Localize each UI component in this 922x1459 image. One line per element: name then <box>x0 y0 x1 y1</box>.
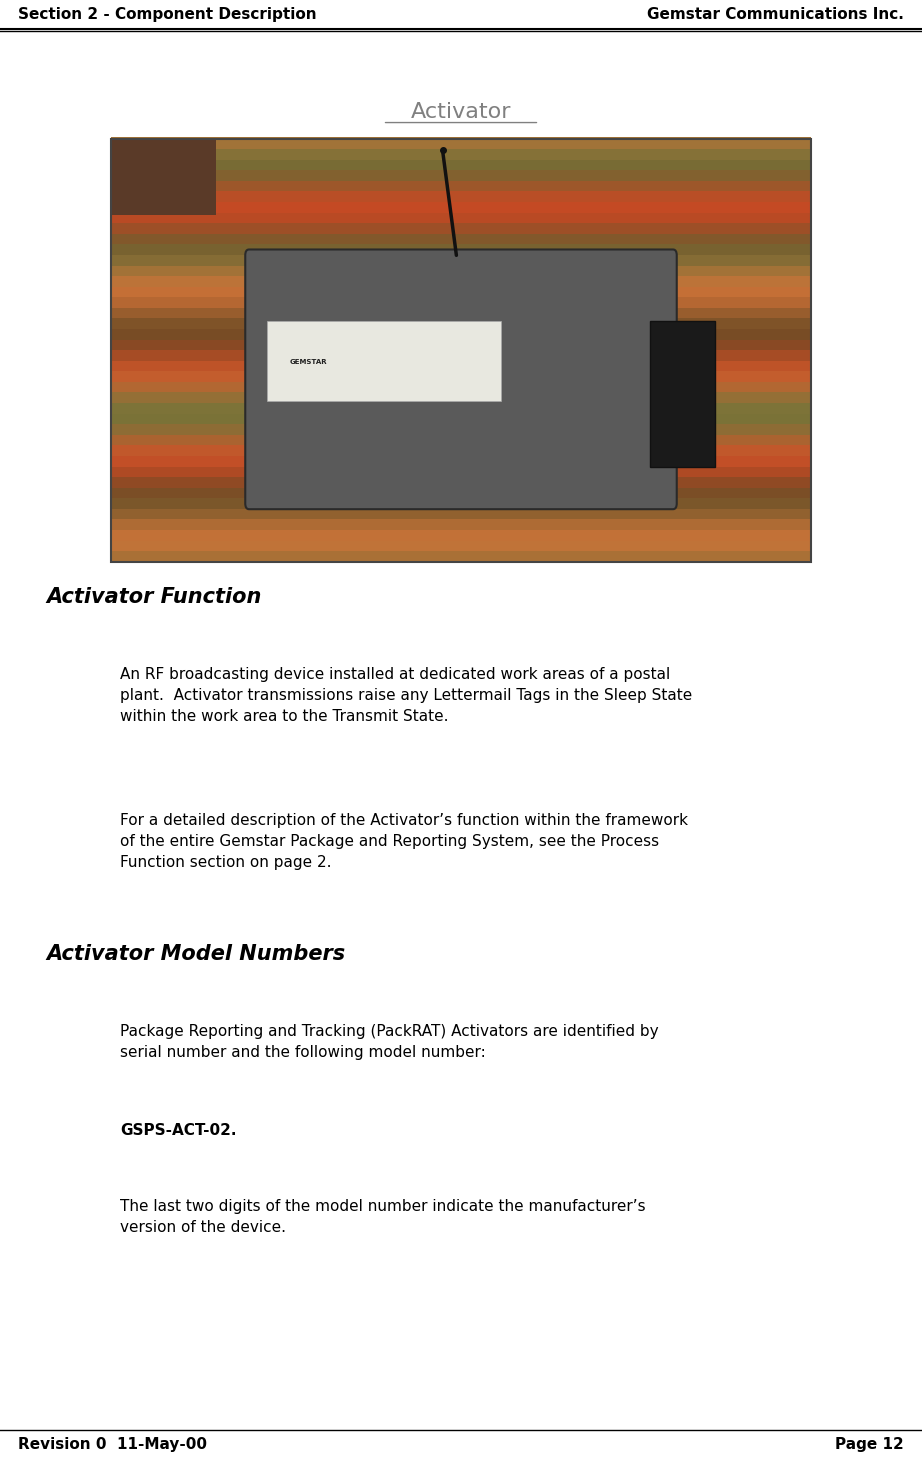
Text: Gemstar Communications Inc.: Gemstar Communications Inc. <box>646 7 904 22</box>
Text: An RF broadcasting device installed at dedicated work areas of a postal
plant.  : An RF broadcasting device installed at d… <box>120 667 692 724</box>
Text: Page 12: Page 12 <box>834 1437 904 1452</box>
Text: GEMSTAR: GEMSTAR <box>290 359 327 365</box>
Bar <box>111 411 811 425</box>
Bar <box>111 381 811 392</box>
Bar <box>267 321 501 401</box>
Bar <box>111 179 811 191</box>
Bar <box>111 139 811 562</box>
Text: For a detailed description of the Activator’s function within the framework
of t: For a detailed description of the Activa… <box>120 813 688 870</box>
Bar <box>111 286 811 298</box>
Bar <box>111 158 811 171</box>
Bar <box>111 496 811 509</box>
Bar <box>111 454 811 467</box>
Text: GSPS-ACT-02.: GSPS-ACT-02. <box>120 1123 236 1138</box>
Bar <box>111 550 811 562</box>
Bar <box>111 147 811 159</box>
Text: The last two digits of the model number indicate the manufacturer’s
version of t: The last two digits of the model number … <box>120 1199 645 1236</box>
Bar <box>111 254 811 266</box>
Bar <box>111 391 811 403</box>
Bar <box>111 242 811 255</box>
Bar <box>111 465 811 477</box>
Bar <box>111 338 811 350</box>
Bar <box>111 139 216 214</box>
Text: Activator Function: Activator Function <box>46 587 262 607</box>
Bar <box>111 518 811 530</box>
Bar <box>111 476 811 487</box>
Bar <box>650 321 715 467</box>
Text: Activator Model Numbers: Activator Model Numbers <box>46 944 345 964</box>
Bar <box>111 190 811 201</box>
FancyBboxPatch shape <box>245 249 677 509</box>
Bar <box>111 232 811 244</box>
Bar <box>111 296 811 308</box>
Bar <box>111 327 811 340</box>
Bar <box>111 317 811 328</box>
Bar <box>111 222 811 233</box>
Bar <box>111 264 811 276</box>
Text: Activator: Activator <box>410 102 512 123</box>
Bar <box>111 201 811 213</box>
Bar <box>111 274 811 286</box>
Text: Section 2 - Component Description: Section 2 - Component Description <box>18 7 317 22</box>
Bar <box>111 444 811 455</box>
Bar <box>111 423 811 435</box>
Bar <box>111 359 811 371</box>
Bar <box>111 528 811 541</box>
Bar <box>111 433 811 445</box>
Bar <box>111 538 811 552</box>
Text: Revision 0  11-May-00: Revision 0 11-May-00 <box>18 1437 207 1452</box>
Bar <box>111 349 811 360</box>
Bar <box>111 401 811 413</box>
Bar <box>111 508 811 519</box>
Text: Package Reporting and Tracking (PackRAT) Activators are identified by
serial num: Package Reporting and Tracking (PackRAT)… <box>120 1024 658 1061</box>
Bar <box>111 306 811 318</box>
Bar <box>111 371 811 382</box>
Bar <box>111 212 811 223</box>
Bar <box>111 169 811 181</box>
Bar <box>111 486 811 499</box>
Bar <box>111 137 811 149</box>
